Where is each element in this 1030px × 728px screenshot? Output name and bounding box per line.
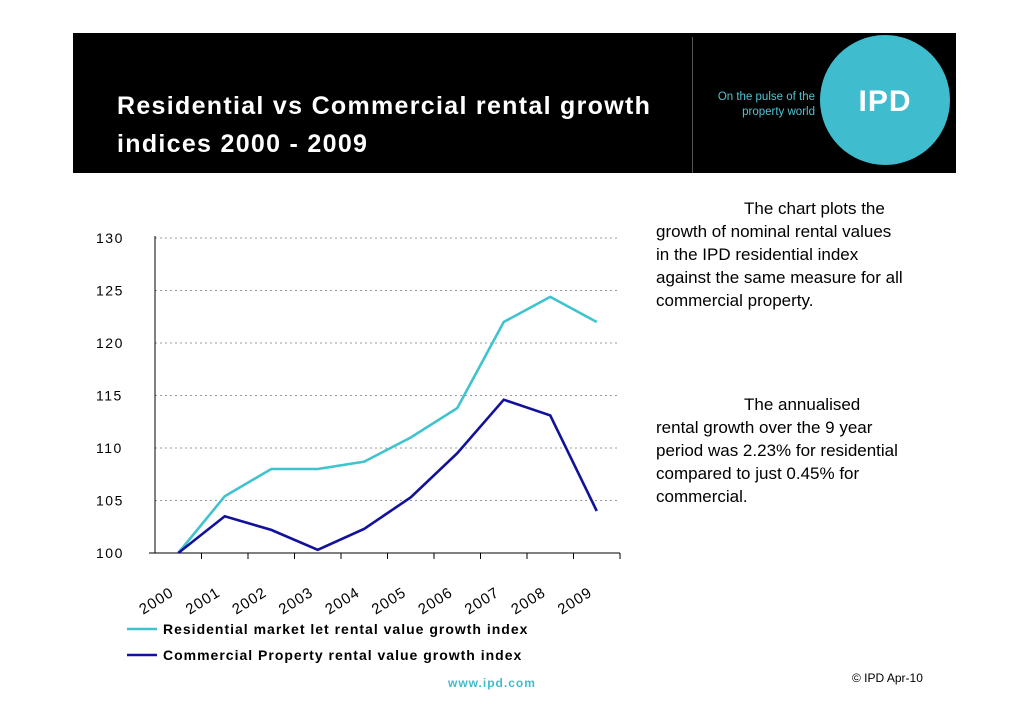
x-tick-label: 2000 (136, 584, 177, 618)
website-link[interactable]: www.ipd.com (448, 676, 536, 690)
y-tick-label: 100 (96, 545, 124, 561)
residential-series-line (177, 295, 598, 554)
header-banner: Residential vs Commercial rental growth … (73, 33, 956, 173)
x-tick-label: 2008 (508, 584, 549, 618)
note-2-rest: rental growth over the 9 year period was… (656, 418, 898, 506)
logo-text: IPD (858, 85, 912, 118)
note-chart-description: The chart plots the growth of nominal re… (656, 197, 906, 312)
note-1-first: The chart plots (744, 199, 857, 218)
commercial-series-line (177, 398, 598, 555)
note-annualised-growth: The annualised rental growth over the 9 … (656, 393, 906, 508)
x-tick-label: 2006 (415, 584, 456, 618)
note-1-rest: the growth of nominal rental values in t… (656, 199, 903, 310)
x-tick-label: 2009 (555, 584, 596, 618)
y-tick-label: 110 (96, 440, 123, 456)
x-tick-label: 2002 (229, 584, 270, 618)
note-2-first: The annualised (744, 395, 861, 414)
legend-label: Residential market let rental value grow… (163, 621, 528, 637)
y-tick-label: 130 (96, 230, 124, 246)
tagline: On the pulse of the property world (717, 91, 815, 118)
x-tick-label: 2005 (369, 584, 410, 618)
y-tick-label: 120 (96, 335, 124, 351)
copyright-text: © IPD Apr-10 (852, 671, 923, 685)
x-tick-label: 2004 (322, 584, 363, 618)
y-tick-label: 115 (96, 388, 123, 404)
x-tick-label: 2007 (462, 584, 503, 618)
y-tick-label: 125 (96, 283, 124, 299)
y-tick-label: 105 (96, 493, 124, 509)
x-tick-label: 2003 (276, 584, 317, 618)
x-tick-label: 2001 (183, 584, 224, 618)
ipd-logo: IPD (820, 35, 950, 165)
page-title: Residential vs Commercial rental growth … (117, 92, 652, 158)
header-divider (692, 37, 693, 173)
legend-label: Commercial Property rental value growth … (163, 647, 522, 663)
